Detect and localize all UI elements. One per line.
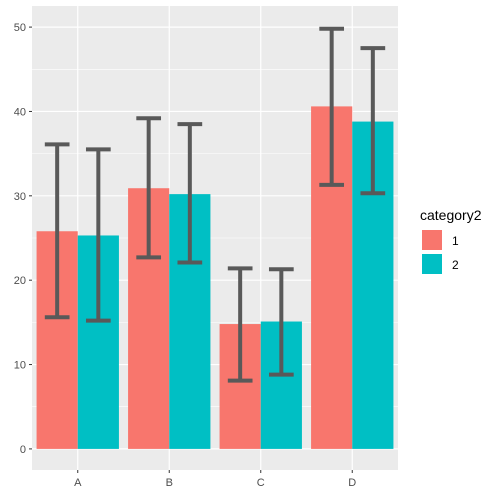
x-tick-label: A (74, 477, 82, 489)
error-bars (44, 26, 386, 383)
y-tick-label: 20 (14, 275, 26, 287)
y-tick-label: 50 (14, 22, 26, 34)
legend-key (422, 254, 442, 274)
x-tick-label: C (257, 477, 265, 489)
axes: 0 10 20 30 40 50 A B C D (14, 22, 357, 489)
y-tick-label: 10 (14, 360, 26, 372)
legend-title: category2 (420, 207, 482, 223)
legend-label: 1 (452, 234, 459, 248)
y-tick-label: 0 (20, 444, 26, 456)
legend: category2 1 2 (420, 207, 482, 274)
legend-label: 2 (452, 258, 459, 272)
legend-key (422, 230, 442, 250)
y-tick-label: 40 (14, 106, 26, 118)
x-tick-label: D (348, 477, 356, 489)
y-tick-label: 30 (14, 191, 26, 203)
bars (36, 106, 394, 449)
x-tick-label: B (166, 477, 173, 489)
